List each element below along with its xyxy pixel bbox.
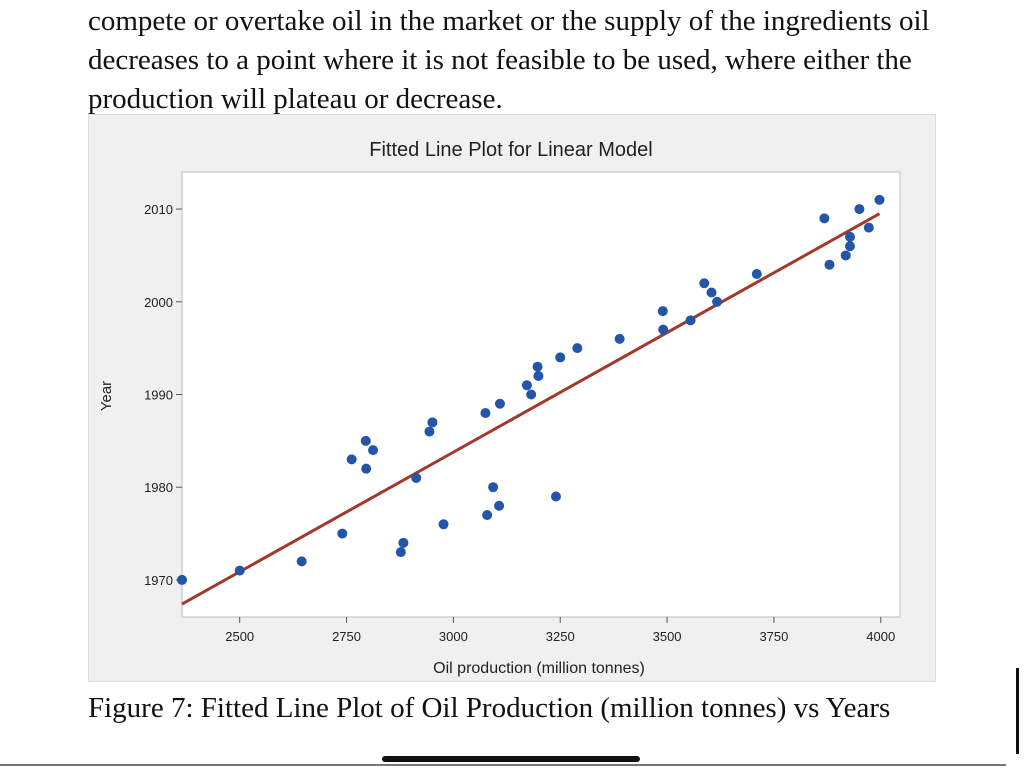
data-point	[488, 482, 499, 493]
data-points	[177, 194, 885, 585]
data-point	[521, 380, 532, 391]
x-tick-label: 3500	[653, 629, 682, 644]
data-point	[234, 565, 245, 576]
data-point	[854, 204, 865, 215]
x-axis: 2500 2750 3000 3250 3500 3750 4000	[225, 617, 895, 644]
fitted-line-chart: Fitted Line Plot for Linear Model 197019…	[98, 139, 901, 677]
data-point	[337, 528, 348, 539]
data-point	[494, 500, 505, 511]
y-tick-label: 2000	[144, 295, 173, 310]
y-axis: 1970 1980 1990 2000 2010	[144, 202, 182, 588]
data-point	[844, 231, 855, 242]
x-tick-label: 2750	[332, 629, 361, 644]
data-point	[699, 278, 710, 289]
data-point	[360, 435, 371, 446]
bottom-divider	[0, 764, 1006, 766]
data-point	[411, 472, 422, 483]
figure-panel: Fitted Line Plot for Linear Model 1970 19…	[88, 114, 936, 682]
data-point	[840, 250, 851, 261]
x-axis-label: Oil production (million tonnes)	[433, 660, 645, 677]
fitted-regression-line	[181, 212, 881, 606]
data-point	[550, 491, 561, 502]
x-tick-label: 3750	[759, 629, 788, 644]
data-point	[532, 361, 543, 372]
data-point	[438, 519, 449, 530]
paragraph-text: compete or overtake oil in the market or…	[88, 5, 930, 115]
plot-area	[181, 171, 901, 618]
data-point	[824, 259, 835, 270]
data-point	[751, 268, 762, 279]
y-axis-label: Year	[98, 381, 115, 411]
data-point	[819, 213, 830, 224]
data-point	[346, 454, 357, 465]
data-point	[482, 510, 493, 521]
data-point	[395, 547, 406, 558]
data-point	[874, 194, 885, 205]
data-point	[361, 463, 372, 474]
data-point	[706, 287, 717, 298]
data-point	[526, 389, 537, 400]
data-point	[398, 537, 409, 548]
data-point	[494, 398, 505, 409]
data-point	[685, 315, 696, 326]
data-point	[427, 417, 438, 428]
data-point	[533, 370, 544, 381]
data-point	[555, 352, 566, 363]
data-point	[658, 324, 669, 335]
y-tick-label: 1980	[144, 480, 173, 495]
data-point	[296, 556, 307, 567]
y-tick-label: 1970	[144, 573, 173, 588]
data-point	[614, 333, 625, 344]
y-tick-label: 2010	[144, 202, 173, 217]
data-point	[368, 445, 379, 456]
x-tick-label: 3250	[546, 629, 575, 644]
y-tick-label: 1990	[144, 388, 173, 403]
data-point	[712, 296, 723, 307]
data-point	[424, 426, 435, 437]
data-point	[572, 343, 583, 354]
x-tick-label: 4000	[866, 629, 895, 644]
data-point	[657, 306, 668, 317]
data-point	[177, 574, 187, 585]
chart-title: Fitted Line Plot for Linear Model	[369, 139, 653, 161]
data-point	[844, 241, 855, 252]
text-cursor	[1016, 668, 1019, 754]
data-point	[480, 408, 491, 419]
home-indicator[interactable]	[382, 756, 640, 762]
figure-caption: Figure 7: Fitted Line Plot of Oil Produc…	[88, 692, 891, 724]
data-point	[863, 222, 874, 233]
x-tick-label: 2500	[225, 629, 254, 644]
x-tick-label: 3000	[439, 629, 468, 644]
